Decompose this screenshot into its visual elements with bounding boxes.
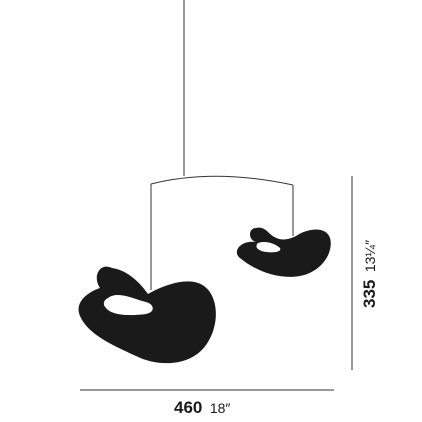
width-label: 460 18″	[174, 398, 230, 417]
height-imperial-value: 13¼″	[362, 240, 378, 272]
width-imperial-value: 18″	[210, 400, 231, 416]
large-blob-shape	[78, 266, 216, 364]
mobile-crossbar	[150, 175, 294, 186]
small-blob-shape	[236, 227, 331, 277]
height-metric-value: 335	[360, 280, 379, 308]
width-metric-value: 460	[174, 398, 202, 417]
height-label: 335 13¼″	[360, 240, 379, 308]
